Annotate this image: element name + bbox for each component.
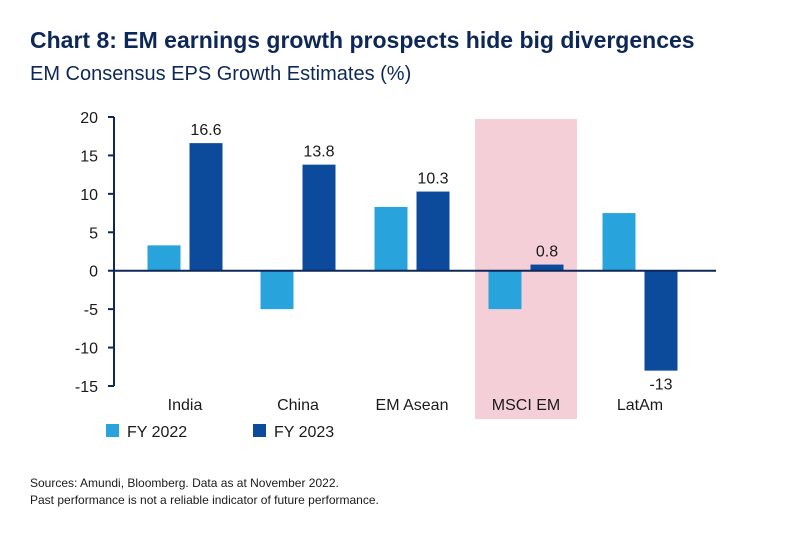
- data-label: 16.6: [190, 122, 221, 139]
- category-label: MSCI EM: [492, 397, 560, 414]
- chart-subtitle: EM Consensus EPS Growth Estimates (%): [30, 63, 412, 85]
- y-tick-label: -5: [84, 302, 98, 319]
- bar-china-fy2023: [302, 164, 336, 271]
- y-tick-label: 0: [89, 264, 98, 281]
- legend-label: FY 2023: [274, 424, 334, 441]
- y-tick-label: 20: [80, 110, 98, 127]
- bar-msci-em-fy2022: [488, 270, 522, 310]
- data-label: 0.8: [536, 244, 558, 261]
- bar-chart: 20 15 10 5 0 -5 -10 -15 India China EM Asean MSCI E…: [75, 110, 716, 441]
- data-label: -13: [649, 377, 672, 394]
- category-label: India: [168, 397, 203, 414]
- category-label: LatAm: [617, 397, 663, 414]
- y-tick-label: 10: [80, 187, 98, 204]
- bar-em-asean-fy2022: [374, 206, 408, 271]
- category-label: China: [277, 397, 319, 414]
- bar-china-fy2022: [260, 270, 294, 310]
- data-label: 13.8: [303, 144, 334, 161]
- data-label: 10.3: [417, 171, 448, 188]
- bar-em-asean-fy2023: [416, 191, 450, 271]
- category-label: EM Asean: [376, 397, 449, 414]
- y-tick-label: -15: [75, 379, 98, 396]
- bar-msci-em-fy2023: [530, 264, 564, 271]
- bar-latam-fy2022: [602, 213, 636, 271]
- chart-title: Chart 8: EM earnings growth prospects hi…: [30, 27, 695, 53]
- disclaimer-line: Past performance is not a reliable indic…: [30, 493, 379, 507]
- y-tick-label: 5: [89, 225, 98, 242]
- legend-label: FY 2022: [127, 424, 187, 441]
- bar-india-fy2022: [147, 245, 181, 271]
- legend-swatch-fy2022: [106, 424, 119, 437]
- bar-india-fy2023: [189, 143, 223, 271]
- y-tick-label: -10: [75, 341, 98, 358]
- y-tick-label: 15: [80, 148, 98, 165]
- legend-swatch-fy2023: [253, 424, 266, 437]
- source-note: Sources: Amundi, Bloomberg. Data as at N…: [30, 475, 379, 509]
- source-line: Sources: Amundi, Bloomberg. Data as at N…: [30, 476, 339, 490]
- bar-latam-fy2023: [644, 270, 678, 371]
